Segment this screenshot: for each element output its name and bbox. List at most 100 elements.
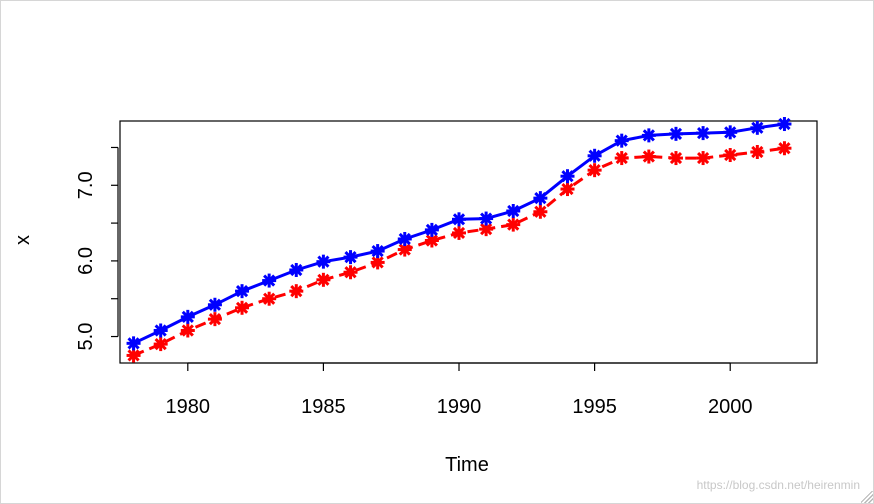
series-1-point xyxy=(180,323,195,338)
x-tick-label: 1990 xyxy=(437,396,482,418)
asterisk-stroke xyxy=(371,244,384,258)
series-2-point xyxy=(452,212,467,227)
resize-grip-icon[interactable] xyxy=(861,491,873,503)
series-2-point xyxy=(723,125,738,140)
series-layer xyxy=(126,117,792,363)
series-2-point xyxy=(316,254,331,269)
asterisk-stroke xyxy=(371,256,384,269)
asterisk-stroke xyxy=(724,148,737,162)
x-tick-label: 1985 xyxy=(301,396,346,418)
y-tick-label: 7.0 xyxy=(75,171,97,199)
series-1-point xyxy=(750,145,765,160)
asterisk-stroke xyxy=(452,226,466,240)
asterisk-stroke xyxy=(317,255,330,268)
series-1-point xyxy=(506,217,521,232)
series-1-point xyxy=(316,272,331,287)
series-1-point xyxy=(452,225,467,240)
asterisk-stroke xyxy=(154,324,167,337)
asterisk-stroke xyxy=(208,298,222,311)
y-axis-title: x xyxy=(12,235,34,245)
asterisk-stroke xyxy=(290,263,303,277)
series-2-point xyxy=(614,133,629,148)
series-2-point xyxy=(750,120,765,135)
asterisk-stroke xyxy=(154,337,167,351)
asterisk-stroke xyxy=(263,274,276,287)
asterisk-stroke xyxy=(534,205,547,218)
asterisk-stroke xyxy=(669,151,683,165)
series-2-point xyxy=(668,126,683,141)
x-axis: 1980 1985 1990 1995 2000 xyxy=(166,362,753,418)
series-2-point xyxy=(777,117,792,132)
asterisk-stroke xyxy=(588,164,601,177)
series-1-point xyxy=(587,163,602,178)
asterisk-stroke xyxy=(317,273,330,286)
y-axis: 5.0 6.0 7.0 xyxy=(75,146,119,350)
asterisk-stroke xyxy=(561,182,574,196)
watermark-text: https://blog.csdn.net/heirenmin xyxy=(696,478,860,492)
asterisk-stroke xyxy=(751,145,764,159)
asterisk-stroke xyxy=(534,192,547,205)
asterisk-stroke xyxy=(425,234,438,247)
series-2-point xyxy=(479,211,494,226)
series-1-point xyxy=(397,242,412,257)
series-2-point xyxy=(289,262,304,277)
asterisk-stroke xyxy=(642,150,655,163)
x-tick-label: 2000 xyxy=(708,396,753,418)
series-1-point xyxy=(343,265,358,280)
y-tick-label: 6.0 xyxy=(75,247,97,275)
series-1-point xyxy=(560,182,575,197)
series-1-line xyxy=(133,146,785,357)
series-2-point xyxy=(126,336,141,351)
series-1-point xyxy=(668,151,683,166)
asterisk-stroke xyxy=(696,151,710,165)
asterisk-stroke xyxy=(588,149,601,162)
asterisk-stroke xyxy=(696,126,710,140)
asterisk-stroke xyxy=(751,121,764,134)
asterisk-stroke xyxy=(181,324,194,337)
asterisk-stroke xyxy=(778,117,791,131)
series-2-point xyxy=(153,323,168,338)
series-1-point xyxy=(533,204,548,219)
series-2-point xyxy=(587,148,602,163)
asterisk-stroke xyxy=(127,349,140,362)
series-2-point xyxy=(180,309,195,324)
asterisk-stroke xyxy=(425,223,438,237)
asterisk-stroke xyxy=(235,285,249,298)
asterisk-stroke xyxy=(507,218,520,231)
x-tick-label: 1980 xyxy=(166,396,211,418)
asterisk-stroke xyxy=(344,251,357,264)
series-2-point xyxy=(560,169,575,184)
series-1-point xyxy=(207,312,222,327)
asterisk-stroke xyxy=(642,129,655,142)
series-2-point xyxy=(533,191,548,206)
asterisk-stroke xyxy=(208,313,222,326)
asterisk-stroke xyxy=(507,204,520,218)
series-2-point xyxy=(641,128,656,143)
asterisk-stroke xyxy=(724,126,737,139)
series-2-point xyxy=(696,126,711,141)
series-2-point xyxy=(370,244,385,259)
series-1-point xyxy=(126,348,141,363)
series-1-point xyxy=(289,284,304,299)
asterisk-stroke xyxy=(344,266,357,279)
series-1-point xyxy=(614,151,629,166)
asterisk-stroke xyxy=(480,212,493,225)
asterisk-stroke xyxy=(127,337,140,350)
asterisk-stroke xyxy=(263,292,276,305)
asterisk-stroke xyxy=(235,301,249,314)
asterisk-stroke xyxy=(561,170,574,183)
x-tick-label: 1995 xyxy=(572,396,617,418)
asterisk-stroke xyxy=(778,142,791,155)
asterisk-stroke xyxy=(615,134,628,147)
asterisk-stroke xyxy=(181,310,194,323)
series-2-point xyxy=(207,297,222,312)
asterisk-stroke xyxy=(398,243,411,256)
x-axis-title: Time xyxy=(445,454,489,476)
asterisk-stroke xyxy=(290,285,303,298)
series-2-point xyxy=(424,222,439,237)
asterisk-stroke xyxy=(452,213,466,226)
asterisk-stroke xyxy=(615,151,628,165)
series-2-point xyxy=(343,250,358,265)
series-2-point xyxy=(397,231,412,246)
